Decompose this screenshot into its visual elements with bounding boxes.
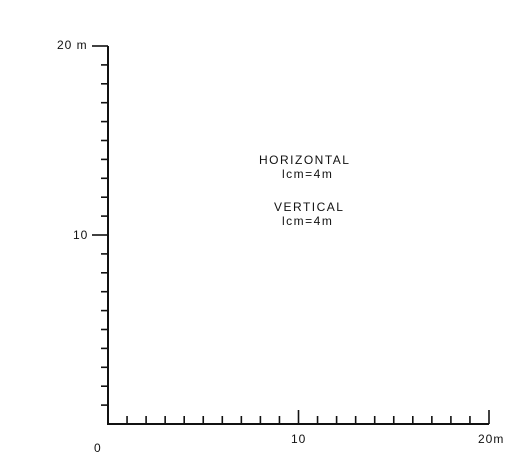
x-axis-ticks — [126, 410, 490, 424]
horizontal-scale-value: lcm=4m — [282, 167, 334, 181]
y-tick-label-10: 10 — [73, 228, 89, 242]
vertical-scale-title: VERTICAL — [274, 200, 345, 214]
horizontal-scale-title: HORIZONTAL — [259, 153, 351, 167]
y-axis-ticks — [92, 45, 108, 406]
x-tick-label-0: 0 — [94, 441, 102, 455]
y-tick-label-20: 20 m — [57, 38, 88, 52]
x-tick-label-20: 20m — [478, 432, 505, 446]
x-tick-label-10: 10 — [291, 432, 307, 446]
vertical-scale-value: lcm=4m — [282, 214, 334, 228]
